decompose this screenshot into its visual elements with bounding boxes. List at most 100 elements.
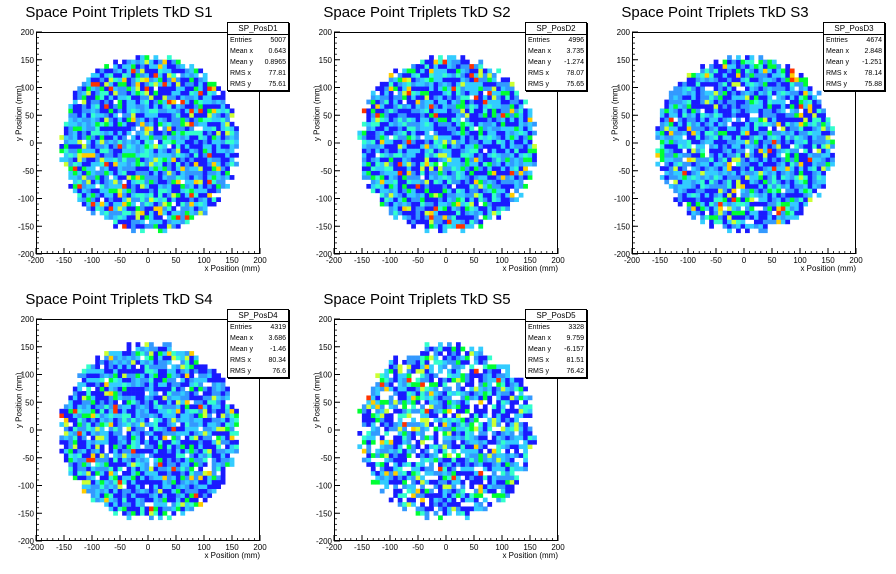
heatmap-bin	[153, 188, 159, 194]
heatmap-bin	[184, 399, 190, 405]
heatmap-bin	[740, 170, 746, 176]
heatmap-bin	[104, 479, 109, 485]
heatmap-bin	[442, 175, 448, 180]
heatmap-bin	[749, 72, 755, 78]
heatmap-bin	[126, 99, 132, 105]
heatmap-bin	[473, 157, 479, 163]
heatmap-bin	[807, 197, 813, 203]
heatmap-bin	[438, 86, 443, 92]
heatmap-bin	[193, 170, 199, 176]
heatmap-bin	[704, 139, 710, 145]
heatmap-bin	[659, 175, 665, 180]
heatmap-bin	[184, 161, 190, 167]
heatmap-bin	[740, 161, 746, 167]
heatmap-bin	[500, 86, 506, 92]
heatmap-bin	[81, 81, 87, 87]
heatmap-bin	[664, 112, 670, 118]
heatmap-bin	[126, 179, 132, 185]
heatmap-bin	[99, 448, 105, 454]
heatmap-bin	[157, 175, 163, 180]
heatmap-bin	[505, 130, 511, 136]
heatmap-bin	[424, 86, 430, 92]
heatmap-bin	[157, 399, 163, 405]
heatmap-bin	[225, 148, 230, 154]
heatmap-bin	[406, 210, 412, 216]
heatmap-bin	[736, 223, 741, 229]
heatmap-bin	[108, 368, 114, 374]
heatmap-bin	[682, 130, 688, 136]
heatmap-bin	[81, 382, 87, 387]
heatmap-bin	[438, 206, 443, 211]
heatmap-bin	[149, 166, 154, 171]
panel-title: Space Point Triplets TkD S2	[323, 4, 511, 21]
heatmap-bin	[731, 130, 737, 136]
heatmap-bin	[438, 144, 443, 149]
heatmap-bin	[406, 126, 412, 131]
heatmap-bin	[189, 183, 195, 189]
heatmap-bin	[184, 368, 190, 374]
heatmap-bin	[695, 126, 701, 131]
heatmap-bin	[171, 104, 177, 109]
heatmap-bin	[81, 86, 87, 92]
heatmap-bin	[216, 175, 221, 180]
heatmap-bin	[157, 453, 163, 458]
heatmap-bin	[478, 166, 484, 171]
heatmap-bin	[131, 192, 136, 198]
heatmap-bin	[469, 223, 475, 229]
heatmap-bin	[482, 99, 488, 105]
heatmap-bin	[384, 99, 390, 105]
heatmap-bin	[126, 408, 132, 414]
heatmap-bin	[816, 117, 822, 123]
heatmap-bin	[175, 435, 181, 441]
heatmap-bin	[496, 166, 502, 171]
heatmap-bin	[727, 117, 732, 123]
heatmap-bin	[415, 77, 421, 83]
heatmap-bin	[731, 206, 737, 211]
heatmap-bin	[731, 183, 737, 189]
heatmap-bin	[433, 161, 439, 167]
heatmap-bin	[709, 197, 714, 203]
heatmap-bin	[63, 148, 69, 154]
heatmap-bin	[59, 157, 65, 163]
heatmap-bin	[140, 413, 145, 418]
heatmap-bin	[704, 95, 710, 100]
heatmap-bin	[149, 444, 154, 450]
heatmap-bin	[673, 157, 679, 163]
heatmap-bin	[713, 188, 719, 194]
heatmap-bin	[794, 192, 800, 198]
stats-box: SP_PosD2 Entries 4996 Mean x 3.735 Mean y-…	[525, 22, 587, 91]
heatmap-bin	[482, 206, 488, 211]
heatmap-bin	[433, 206, 439, 211]
heatmap-bin	[411, 90, 416, 96]
heatmap-bin	[81, 99, 87, 105]
heatmap-bin	[379, 197, 385, 203]
heatmap-bin	[789, 104, 795, 109]
heatmap-bin	[451, 157, 457, 163]
heatmap-bin	[758, 55, 764, 60]
heatmap-bin	[673, 130, 679, 136]
heatmap-bin	[153, 166, 159, 171]
heatmap-bin	[216, 179, 221, 185]
heatmap-bin	[153, 470, 159, 476]
heatmap-bin	[709, 210, 714, 216]
heatmap-bin	[682, 86, 688, 92]
heatmap-bin	[81, 408, 87, 414]
heatmap-bin	[193, 90, 199, 96]
heatmap-bin	[384, 95, 390, 100]
heatmap-bin	[415, 192, 421, 198]
heatmap-bin	[216, 126, 221, 131]
heatmap-bin	[184, 68, 190, 74]
heatmap-bin	[157, 72, 163, 78]
heatmap-bin	[180, 457, 186, 463]
heatmap-bin	[794, 166, 800, 171]
heatmap-bin	[108, 373, 114, 379]
heatmap-bin	[700, 161, 705, 167]
heatmap-bin	[789, 166, 795, 171]
heatmap-bin	[108, 117, 114, 123]
heatmap-bin	[767, 206, 773, 211]
heatmap-bin	[393, 192, 399, 198]
heatmap-bin	[198, 121, 204, 127]
heatmap-bin	[731, 86, 737, 92]
heatmap-bin	[816, 108, 822, 114]
heatmap-bin	[776, 188, 782, 194]
